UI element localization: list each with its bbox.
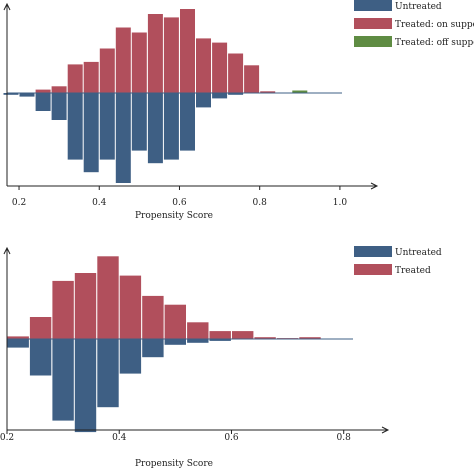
bar-untreated-0.54 <box>147 93 163 164</box>
bar-untreated-0.66 <box>196 93 211 108</box>
bar-treated-on-support-0.74 <box>228 53 244 93</box>
legend-swatch <box>354 0 392 11</box>
legend-label: Untreated <box>395 248 442 258</box>
bar-untreated-0.5 <box>131 93 147 151</box>
bar-treated-0.3 <box>52 280 74 339</box>
legend-label: Treated: off support <box>395 38 474 48</box>
bar-untreated-0.34 <box>67 93 83 160</box>
bar-untreated-0.22 <box>19 93 35 97</box>
bar-treated-on-support-0.58 <box>163 17 179 93</box>
legend-label: Treated <box>395 266 431 276</box>
bar-treated-0.26 <box>29 317 52 339</box>
bar-treated-on-support-0.5 <box>131 32 147 93</box>
legend-swatch <box>354 264 392 275</box>
bar-treated-on-support-0.3 <box>51 86 67 93</box>
bar-untreated-0.74 <box>228 93 244 95</box>
legend-label: Untreated <box>395 2 442 12</box>
bar-untreated-0.46 <box>115 93 131 183</box>
x-axis-label: Propensity Score <box>135 211 213 221</box>
bar-untreated-0.38 <box>97 339 119 408</box>
bar-treated-off-support-0.9 <box>292 90 308 93</box>
y-axis-arrow <box>3 2 11 11</box>
bar-treated-0.42 <box>119 275 142 339</box>
bar-untreated-0.18 <box>3 93 19 95</box>
bar-treated-on-support-0.82 <box>260 91 276 93</box>
x-tick-label: 0.8 <box>337 433 352 443</box>
x-tick-label: 0.4 <box>112 433 127 443</box>
x-tick-label: 0.8 <box>253 198 268 208</box>
bar-untreated-0.5 <box>164 339 186 345</box>
bar-untreated-0.62 <box>180 93 195 151</box>
legend-swatch <box>354 36 392 47</box>
x-tick-label: 0.6 <box>172 198 187 208</box>
x-tick-label: 0.2 <box>0 433 14 443</box>
bar-untreated-0.42 <box>99 93 115 160</box>
bar-untreated-0.22 <box>7 339 29 348</box>
bar-treated-0.46 <box>142 295 164 339</box>
bar-treated-on-support-0.42 <box>99 48 115 93</box>
bar-treated-on-support-0.38 <box>83 61 99 93</box>
bar-untreated-0.58 <box>163 93 179 160</box>
x-tick-label: 0.4 <box>92 198 107 208</box>
bar-untreated-0.26 <box>35 93 51 111</box>
bar-untreated-0.7 <box>212 93 228 99</box>
bar-treated-0.34 <box>74 273 97 339</box>
x-tick-label: 0.2 <box>12 198 26 208</box>
bar-untreated-0.54 <box>187 339 209 343</box>
bar-treated-0.62 <box>232 331 254 339</box>
bar-treated-on-support-0.7 <box>212 42 228 93</box>
bar-treated-0.5 <box>164 304 186 339</box>
bar-treated-on-support-0.66 <box>196 38 211 93</box>
bar-untreated-0.34 <box>74 339 97 433</box>
y-axis-arrow <box>3 246 11 255</box>
x-tick-label: 1.0 <box>333 198 348 208</box>
bar-treated-on-support-0.46 <box>115 27 131 93</box>
bar-untreated-0.3 <box>52 339 74 421</box>
top-chart: 0.2 0.4 0.6 0.8 1.0 Propensity Score Untreated… <box>3 0 474 221</box>
bar-treated-on-support-0.34 <box>67 64 83 93</box>
x-axis-arrow <box>370 182 379 190</box>
bar-untreated-0.42 <box>119 339 142 374</box>
bar-treated-on-support-0.78 <box>244 65 260 93</box>
bottom-chart: 0.2 0.4 0.6 0.8 Propensity Score Untreated Tre… <box>0 246 442 469</box>
bar-untreated-0.3 <box>51 93 67 120</box>
bar-treated-0.22 <box>7 336 29 339</box>
legend-swatch <box>354 18 392 29</box>
bar-untreated-0.46 <box>142 339 164 358</box>
bar-treated-0.74 <box>299 337 321 339</box>
bar-treated-0.66 <box>254 337 276 339</box>
bar-treated-0.38 <box>97 256 119 339</box>
legend-swatch <box>354 246 392 257</box>
bar-treated-on-support-0.54 <box>147 14 163 93</box>
bar-treated-on-support-0.62 <box>180 9 195 93</box>
x-tick-label: 0.6 <box>224 433 239 443</box>
bar-treated-0.54 <box>187 322 209 339</box>
bar-treated-on-support-0.26 <box>35 89 51 93</box>
bar-untreated-0.38 <box>83 93 99 173</box>
bar-untreated-0.26 <box>29 339 52 376</box>
legend-label: Treated: on support <box>395 20 474 30</box>
x-axis-label: Propensity Score <box>135 459 213 469</box>
bar-untreated-0.58 <box>209 339 231 341</box>
x-axis-arrow <box>381 426 390 434</box>
bar-treated-0.58 <box>209 331 231 339</box>
